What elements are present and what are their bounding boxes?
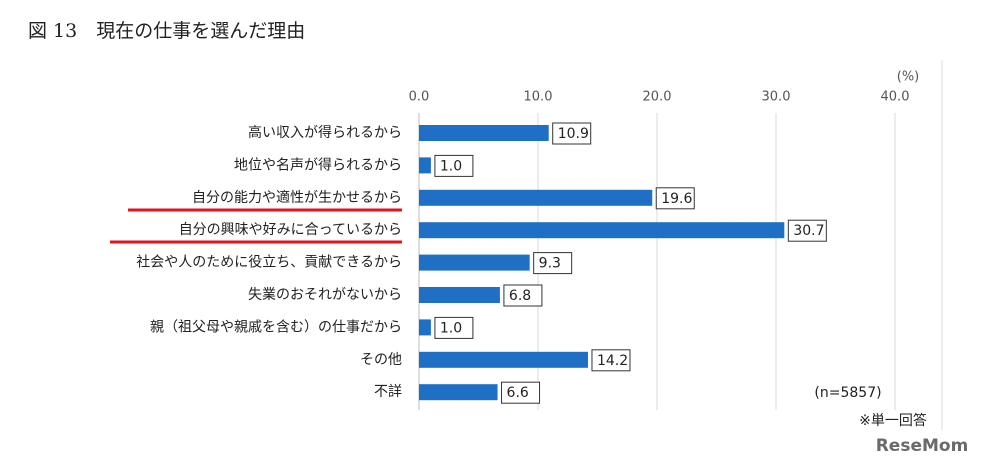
value-label-box: [787, 219, 827, 242]
value-label: 30.7: [793, 223, 824, 239]
unit-label: (%): [897, 70, 920, 85]
x-tick-label: 40.0: [881, 90, 910, 105]
value-label: 1.0: [440, 320, 462, 336]
value-label: 6.6: [507, 385, 529, 401]
x-tick-label: 20.0: [643, 90, 672, 105]
bar: [419, 189, 653, 206]
bar: [419, 157, 431, 174]
value-label-box: [552, 122, 592, 145]
value-label-box: [655, 187, 695, 210]
bar: [419, 254, 530, 271]
y-tick-label: 失業のおそれがないから: [248, 287, 402, 303]
x-tick-label: 30.0: [762, 90, 791, 105]
bar: [419, 319, 431, 336]
value-label: 9.3: [539, 256, 561, 272]
bar: [419, 287, 500, 303]
y-tick-label: 地位や名声が得られるから: [234, 156, 402, 173]
x-tick-label: 10.0: [524, 90, 553, 105]
bar: [419, 222, 785, 239]
y-tick-label: 自分の能力や適性が生かせるから: [192, 189, 402, 206]
y-tick-label: 親（祖父母や親戚を含む）の仕事だから: [150, 319, 402, 335]
value-label-box: [434, 154, 474, 177]
watermark: ReseMom: [876, 436, 969, 456]
answer-note: ※単一回答: [859, 412, 927, 429]
value-label-box: [591, 349, 631, 372]
value-label-box: [501, 381, 541, 404]
y-tick-label: 社会や人のために役立ち、貢献できるから: [136, 255, 402, 271]
value-label: 14.2: [597, 353, 628, 369]
y-tick-label: 高い収入が得られるから: [248, 124, 402, 141]
y-tick-label: 不詳: [374, 384, 402, 400]
y-tick-label: 自分の興味や好みに合っているから: [179, 222, 402, 238]
y-tick-label: その他: [360, 352, 402, 368]
value-label-box: [434, 316, 474, 339]
bar: [419, 125, 549, 141]
bar: [419, 351, 588, 368]
value-label-box: [503, 284, 543, 307]
value-label-box: [533, 252, 573, 275]
bar: [419, 384, 498, 401]
sample-note: (n=5857): [814, 385, 881, 401]
value-label: 1.0: [440, 158, 462, 174]
x-tick-label: 0.0: [409, 90, 430, 105]
chart-title: 図 13 現在の仕事を選んだ理由: [28, 20, 305, 42]
value-label: 10.9: [558, 126, 589, 142]
value-label: 6.8: [509, 288, 531, 304]
value-label: 19.6: [661, 191, 692, 207]
